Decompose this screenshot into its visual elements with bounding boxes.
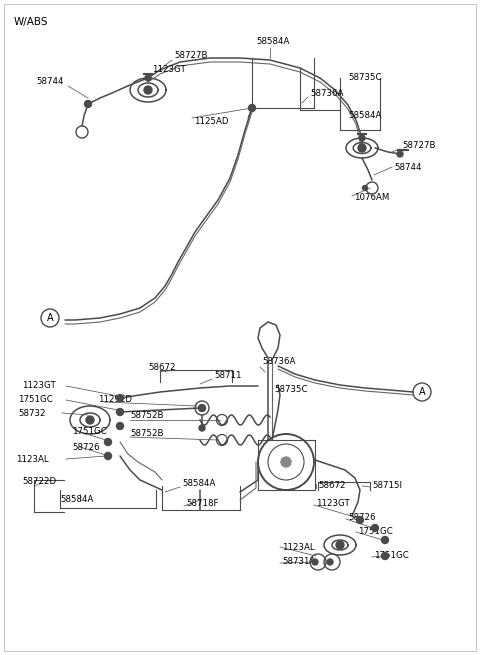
- Circle shape: [249, 105, 255, 111]
- Circle shape: [382, 536, 388, 544]
- Circle shape: [117, 394, 123, 402]
- Circle shape: [199, 405, 205, 411]
- Text: 1123GT: 1123GT: [152, 64, 186, 73]
- Text: 1751GC: 1751GC: [358, 527, 393, 536]
- Text: 1076AM: 1076AM: [354, 193, 389, 202]
- Circle shape: [372, 525, 379, 531]
- Circle shape: [145, 75, 151, 81]
- Circle shape: [357, 517, 363, 523]
- Circle shape: [359, 135, 365, 141]
- Circle shape: [362, 185, 368, 191]
- Circle shape: [281, 457, 291, 467]
- Text: 58584A: 58584A: [256, 37, 289, 47]
- Circle shape: [117, 422, 123, 430]
- Text: 58584A: 58584A: [60, 495, 94, 504]
- Text: 58736A: 58736A: [310, 88, 343, 98]
- Circle shape: [117, 409, 123, 415]
- Circle shape: [144, 86, 152, 94]
- Text: 58722D: 58722D: [22, 477, 56, 487]
- Text: 58584A: 58584A: [348, 111, 382, 121]
- Text: 58726: 58726: [348, 512, 375, 521]
- Text: 58752B: 58752B: [130, 411, 164, 421]
- Text: 58736A: 58736A: [262, 358, 295, 367]
- Text: 58744: 58744: [394, 162, 421, 172]
- Text: 58726: 58726: [72, 443, 99, 451]
- Text: 58715I: 58715I: [372, 481, 402, 489]
- Circle shape: [105, 438, 111, 445]
- Text: 1123GT: 1123GT: [316, 498, 350, 508]
- Circle shape: [358, 144, 366, 152]
- Circle shape: [84, 100, 92, 107]
- Text: 1123AL: 1123AL: [16, 455, 48, 464]
- Text: 58672: 58672: [318, 481, 346, 489]
- Circle shape: [199, 425, 205, 431]
- Text: 58735C: 58735C: [274, 386, 308, 394]
- Text: 58727B: 58727B: [402, 141, 435, 149]
- Circle shape: [327, 559, 333, 565]
- Text: 58732: 58732: [18, 409, 46, 419]
- Text: 1751GC: 1751GC: [72, 428, 107, 436]
- Text: A: A: [419, 387, 425, 397]
- Circle shape: [105, 453, 111, 460]
- Text: 58711: 58711: [214, 371, 241, 379]
- Circle shape: [397, 151, 403, 157]
- Circle shape: [86, 416, 94, 424]
- Text: A: A: [47, 313, 53, 323]
- Text: 1123GT: 1123GT: [22, 381, 56, 390]
- Text: 58584A: 58584A: [182, 479, 216, 487]
- Text: 1123AL: 1123AL: [282, 542, 314, 552]
- Text: 1751GC: 1751GC: [374, 552, 409, 561]
- Circle shape: [336, 541, 344, 549]
- Text: 58752B: 58752B: [130, 430, 164, 438]
- Text: 58672: 58672: [148, 362, 176, 371]
- Circle shape: [312, 559, 318, 565]
- Text: 58727B: 58727B: [174, 50, 207, 60]
- Circle shape: [382, 553, 388, 559]
- Text: W/ABS: W/ABS: [14, 17, 48, 27]
- Text: 1125AD: 1125AD: [194, 117, 228, 126]
- Text: 58735C: 58735C: [348, 73, 382, 83]
- Text: 58718F: 58718F: [186, 498, 218, 508]
- Text: 58744: 58744: [36, 77, 63, 86]
- Text: 1751GC: 1751GC: [18, 396, 53, 405]
- Text: 1129ED: 1129ED: [98, 396, 132, 405]
- Text: 58731A: 58731A: [282, 557, 315, 567]
